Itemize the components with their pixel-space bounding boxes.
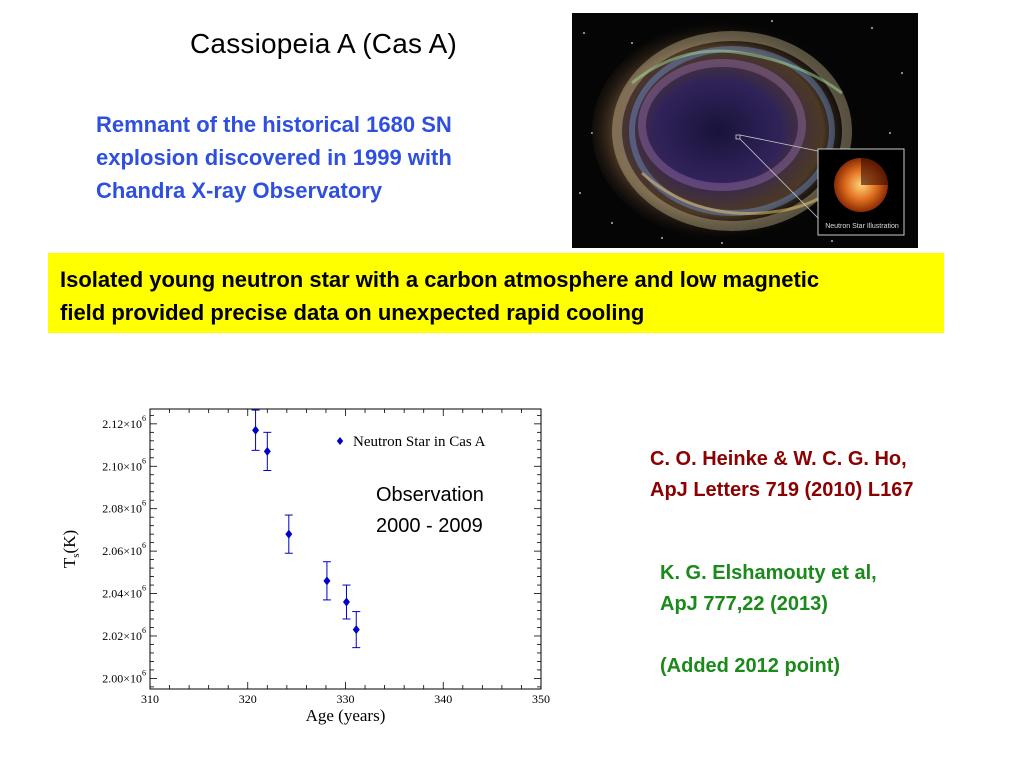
legend-marker: [336, 437, 344, 445]
plot-frame: [149, 408, 542, 690]
data-point: [263, 446, 271, 456]
x-axis-label: Age (years): [306, 706, 386, 725]
description-line: explosion discovered in 1999 with: [96, 145, 452, 170]
reference-line: ApJ Letters 719 (2010) L167: [650, 479, 914, 501]
y-tick-exponent: 6: [142, 414, 146, 423]
data-point: [252, 425, 260, 435]
highlight-line: Isolated young neutron star with a carbo…: [60, 267, 820, 292]
y-tick-exponent: 6: [142, 541, 146, 550]
y-tick-label: 2.04×10: [102, 587, 142, 601]
y-tick-label: 2.00×10: [102, 671, 142, 685]
y-tick-label: 2.10×10: [102, 459, 142, 473]
supernova-remnant-picture: [572, 13, 918, 248]
highlight-line: field provided precise data on unexpecte…: [60, 300, 645, 325]
reference-note: (Added 2012 point): [660, 655, 841, 677]
remnant-description: Remnant of the historical 1680 SN explos…: [96, 108, 536, 207]
legend-label: Neutron Star in Cas A: [353, 434, 486, 450]
x-tick-label: 320: [239, 692, 257, 706]
highlight-box: Isolated young neutron star with a carbo…: [48, 253, 944, 333]
observation-label: Observation: [376, 484, 484, 506]
inset-label: Neutron Star Illustration: [825, 223, 899, 230]
x-tick-label: 310: [141, 692, 159, 706]
data-point: [285, 529, 293, 539]
observation-years: 2000 - 2009: [376, 515, 483, 537]
reference-line: K. G. Elshamouty et al,: [660, 562, 877, 584]
cas-a-image: Neutron Star Illustration: [572, 13, 918, 248]
reference-line: C. O. Heinke & W. C. G. Ho,: [650, 448, 907, 470]
data-point: [342, 597, 350, 607]
page-title: Cassiopeia A (Cas A): [190, 28, 458, 59]
y-tick-label: 2.12×10: [102, 417, 142, 431]
y-tick-exponent: 6: [142, 626, 146, 635]
description-line: Chandra X-ray Observatory: [96, 178, 383, 203]
reference-heinke-ho: C. O. Heinke & W. C. G. Ho, ApJ Letters …: [650, 444, 913, 506]
y-axis-label: Ts(K): [60, 530, 82, 568]
y-tick-exponent: 6: [142, 584, 146, 593]
y-tick-exponent: 6: [142, 668, 146, 677]
observation-note: Observation 2000 - 2009: [376, 480, 484, 542]
reference-elshamouty: K. G. Elshamouty et al, ApJ 777,22 (2013…: [660, 558, 877, 682]
y-tick-label: 2.06×10: [102, 544, 142, 558]
y-tick-exponent: 6: [142, 456, 146, 465]
description-line: Remnant of the historical 1680 SN: [96, 112, 452, 137]
x-tick-label: 330: [337, 692, 355, 706]
x-tick-label: 340: [434, 692, 452, 706]
cooling-chart: 310 320 330 340 350 2.00×10 6 2.02×10 6 2.04×10 6 2…: [55, 395, 575, 740]
x-tick-label: 350: [532, 692, 550, 706]
reference-line: ApJ 777,22 (2013): [660, 593, 828, 615]
y-tick-exponent: 6: [142, 499, 146, 508]
y-tick-label: 2.02×10: [102, 629, 142, 643]
data-point: [352, 625, 360, 635]
data-point: [323, 576, 331, 586]
y-tick-label: 2.08×10: [102, 502, 142, 516]
